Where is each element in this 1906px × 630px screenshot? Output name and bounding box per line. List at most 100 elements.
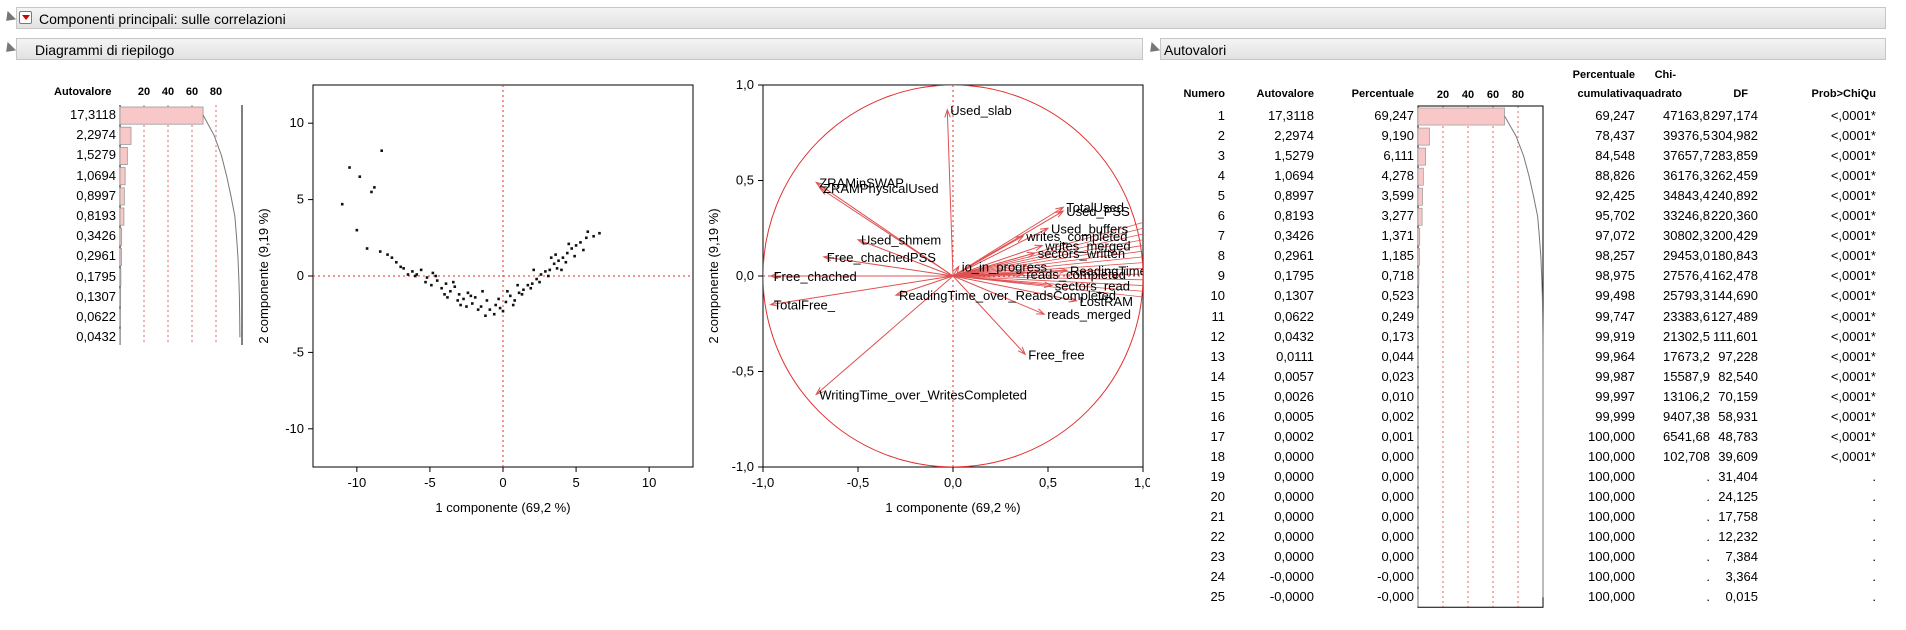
loading-arrowhead [822,254,832,262]
cell-autovalore: 1,5279 [1274,148,1314,164]
loading-plot-y-tick-label: 0,0 [736,268,754,283]
cell-prob: . [1872,488,1876,504]
table-percent-bar [1417,107,1505,126]
loading-arrowhead [1039,227,1050,235]
loading-plot-x-tick-label: 0,0 [944,475,962,490]
main-outline-header[interactable]: Componenti principali: sulle correlazion… [1,7,1886,29]
cell-cumulativa: 100,000 [1588,428,1635,444]
cell-prob: <,0001* [1830,348,1876,364]
score-point [457,293,461,296]
loading-label: ZRAMPhysicalUsed [823,181,939,196]
cell-numero: 13 [1210,348,1225,364]
cell-df: 48,783 [1718,428,1758,444]
disclosure-icon[interactable] [1,41,17,57]
score-point [598,231,601,235]
cell-chiquadrato: . [1706,549,1710,565]
loading-label: TotalFree_ [774,298,836,313]
cell-cumulativa: 100,000 [1588,569,1635,585]
loading-vector [952,250,1143,277]
score-point [402,267,405,270]
summary-eigen-bar [119,328,121,345]
score-point [509,294,512,298]
col-header-percentuale: Percentuale [1351,88,1414,100]
loading-label: ReadingTime_over_ReadsCompleted [899,288,1116,303]
loading-plot-x-tick-label: -0,5 [847,475,869,490]
cell-cumulativa: 100,000 [1588,468,1635,484]
score-point [492,312,496,316]
cell-numero: 7 [1217,228,1225,244]
loading-label: WritingTime_over_WritesCompleted [819,387,1027,402]
cell-prob: . [1872,569,1876,585]
cell-chiquadrato: 27576,4 [1663,268,1710,284]
disclosure-icon[interactable] [1,10,17,26]
cell-numero: 21 [1210,509,1225,524]
summary-plots-header[interactable]: Diagrammi di riepilogo [1,38,1143,60]
cell-prob: <,0001* [1830,288,1876,304]
loading-label: sectors_read [1055,279,1130,294]
cell-prob: . [1872,509,1876,524]
score-plot-x-tick-label: -5 [424,475,436,490]
cell-prob: . [1872,529,1876,545]
table-cumulative-curve [1504,115,1544,598]
score-point [365,247,369,250]
summary-cumulative-curve [202,114,241,338]
loading-vector [952,245,1143,277]
loading-label: Free_chached [774,269,857,284]
score-point [567,242,571,246]
summary-eigenvalue: 0,8997 [76,187,116,203]
cell-df: 144,690 [1711,288,1758,304]
score-point [358,175,362,178]
score-point [501,309,505,313]
cell-autovalore: 1,0694 [1274,168,1314,184]
table-percent-bar [1417,248,1420,266]
loading-arrowhead [769,272,779,280]
cell-df: 58,931 [1718,408,1758,424]
cell-numero: 17 [1210,428,1225,444]
cell-autovalore: 0,0432 [1274,328,1314,344]
disclosure-icon[interactable] [1145,41,1161,57]
cell-prob: <,0001* [1830,328,1876,344]
cell-df: 180,843 [1711,248,1758,264]
cell-chiquadrato: 39376,5 [1663,128,1710,144]
cell-percentuale: 3,277 [1381,208,1414,224]
cell-prob: <,0001* [1830,208,1876,224]
loading-vector [823,256,954,277]
cell-prob: <,0001* [1830,408,1876,424]
cell-df: 12,232 [1718,529,1758,545]
score-plot-x-tick-label: -10 [347,475,366,490]
loading-vector [952,227,1049,277]
cell-percentuale: 0,023 [1381,368,1414,384]
cell-autovalore: 0,8997 [1274,188,1314,204]
cell-numero: 20 [1210,488,1225,504]
score-point [481,289,484,293]
loading-arrowhead [894,289,905,296]
cell-percentuale: 0,010 [1381,388,1414,404]
cell-df: 200,429 [1711,228,1758,244]
table-percent-bar [1417,288,1420,306]
score-point [549,256,553,259]
score-point [488,308,492,311]
score-plot-y-tick-label: -5 [292,344,304,359]
eigenvalues-header[interactable]: Autovalori [1145,38,1886,60]
cell-df: 17,758 [1718,509,1758,524]
loading-plot-y-tick-label: -1,0 [732,459,754,474]
summary-eigen-bar [119,147,128,166]
summary-eigen-bar [119,106,204,125]
table-percent-bar [1417,127,1430,146]
score-point [579,241,582,244]
cell-cumulativa: 99,747 [1595,308,1635,324]
score-point [552,262,556,266]
cell-autovalore: 0,0000 [1274,529,1314,545]
score-point [570,247,573,250]
score-point [574,244,578,247]
col-header-cum-2: cumulativa [1577,88,1635,100]
score-point [370,190,373,194]
red-triangle-menu-icon[interactable] [19,11,32,24]
loading-arrowhead [856,239,867,246]
summary-eigen-header: Autovalore [54,86,112,98]
cell-numero: 18 [1210,448,1225,464]
loading-label: LostRAM [1080,294,1133,309]
loading-vector [895,275,954,296]
cell-df: 297,174 [1711,108,1758,123]
loading-label: writes_merged [1044,238,1130,253]
